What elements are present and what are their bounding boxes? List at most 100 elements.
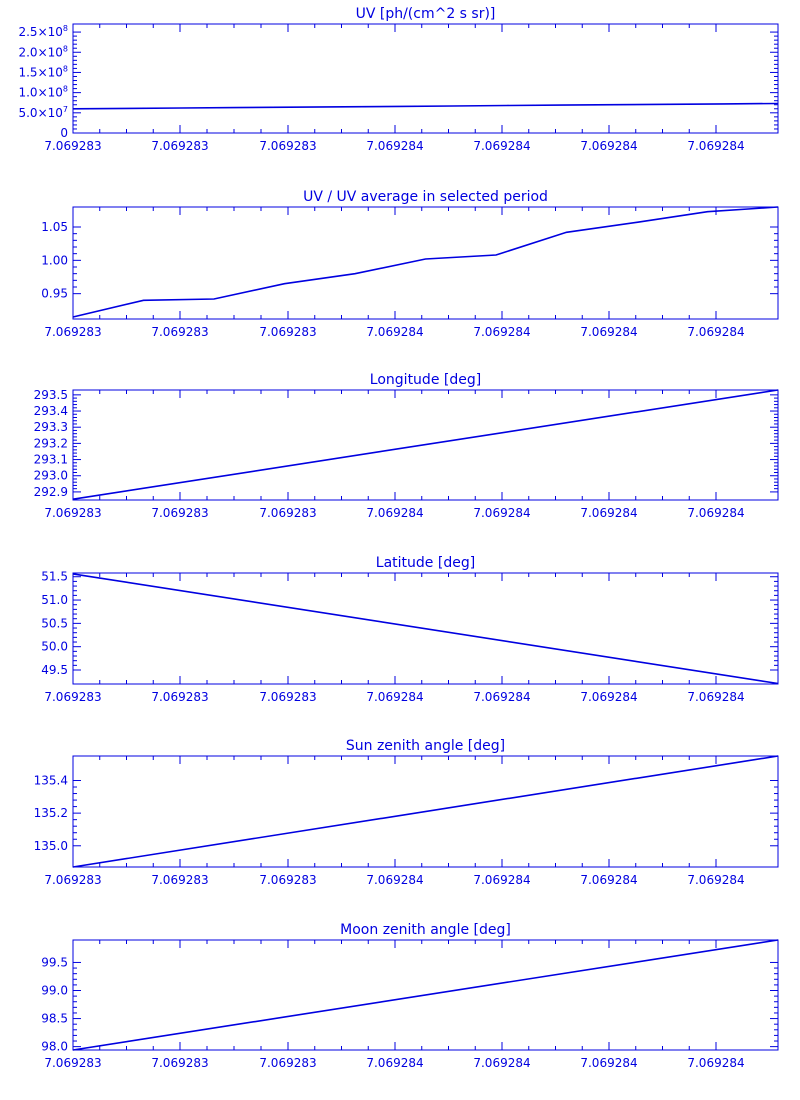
- x-tick-label: 7.069284: [366, 873, 423, 887]
- series-line: [72, 573, 779, 685]
- panel-title: Moon zenith angle [deg]: [340, 922, 511, 938]
- panel-2: UV / UV average in selected period 7.0692…: [41, 189, 779, 339]
- plot-frame: [72, 23, 779, 134]
- y-tick-base: 99.0: [41, 984, 68, 998]
- plot-frame: [72, 755, 779, 868]
- panel-6: Moon zenith angle [deg] 7.069283 7.069283 7…: [41, 922, 779, 1070]
- y-tick-label: 49.5: [41, 663, 68, 677]
- y-tick-base: 51.0: [41, 593, 68, 607]
- y-tick-label: 0.95: [41, 287, 68, 301]
- panel-title: Sun zenith angle [deg]: [346, 738, 505, 754]
- x-tick-label: 7.069284: [687, 1056, 744, 1070]
- y-tick-label: 293.5: [34, 388, 68, 402]
- y-tick-label: 5.0×107: [18, 105, 68, 120]
- series-line: [72, 102, 779, 110]
- plot-frame: [72, 206, 779, 320]
- y-tick-label: 135.0: [34, 839, 68, 853]
- y-tick-label: 293.2: [34, 436, 68, 450]
- y-tick-label: 135.4: [34, 773, 68, 787]
- x-tick-label: 7.069284: [473, 690, 530, 704]
- series-line: [72, 939, 779, 1051]
- x-tick-label: 7.069283: [259, 873, 316, 887]
- panel-title: Longitude [deg]: [370, 372, 481, 388]
- y-tick-label: 2.0×108: [18, 44, 68, 59]
- y-tick-base: 2.0×10: [18, 45, 62, 59]
- x-tick-label: 7.069283: [151, 139, 208, 153]
- y-tick-base: 293.5: [34, 388, 68, 402]
- series-line: [72, 206, 779, 318]
- plot-frame: [72, 939, 779, 1051]
- plot-frame: [72, 389, 779, 501]
- y-tick-base: 0.95: [41, 287, 68, 301]
- y-tick-base: 50.0: [41, 640, 68, 654]
- x-tick-label: 7.069284: [366, 506, 423, 520]
- x-tick-label: 7.069284: [366, 325, 423, 339]
- x-tick-label: 7.069283: [44, 139, 101, 153]
- panel-title: Latitude [deg]: [376, 555, 475, 571]
- y-tick-exponent: 8: [63, 64, 68, 73]
- x-tick-label: 7.069284: [366, 690, 423, 704]
- y-tick-base: 5.0×10: [18, 106, 62, 120]
- x-tick-label: 7.069283: [151, 1056, 208, 1070]
- y-tick-label: 1.00: [41, 253, 68, 267]
- y-tick-label: 99.5: [41, 955, 68, 969]
- y-tick-exponent: 8: [63, 85, 68, 94]
- y-tick-base: 1.05: [41, 220, 68, 234]
- y-tick-label: 2.5×108: [18, 24, 68, 39]
- x-tick-label: 7.069284: [687, 139, 744, 153]
- x-tick-label: 7.069283: [44, 873, 101, 887]
- x-tick-label: 7.069284: [580, 1056, 637, 1070]
- y-tick-label: 50.0: [41, 640, 68, 654]
- y-tick-base: 292.9: [34, 485, 68, 499]
- y-tick-base: 98.0: [41, 1040, 68, 1054]
- x-tick-label: 7.069283: [44, 690, 101, 704]
- x-tick-label: 7.069284: [473, 325, 530, 339]
- panel-5: Sun zenith angle [deg] 7.069283 7.069283 7.…: [34, 738, 779, 887]
- y-tick-exponent: 7: [63, 105, 68, 114]
- y-tick-base: 1.0×10: [18, 86, 62, 100]
- y-tick-label: 293.0: [34, 469, 68, 483]
- x-tick-label: 7.069284: [580, 325, 637, 339]
- y-tick-label: 1.0×108: [18, 85, 68, 100]
- x-tick-label: 7.069284: [580, 506, 637, 520]
- x-tick-label: 7.069284: [687, 325, 744, 339]
- y-tick-base: 1.5×10: [18, 65, 62, 79]
- y-tick-base: 293.0: [34, 469, 68, 483]
- y-tick-base: 293.2: [34, 436, 68, 450]
- y-tick-base: 135.0: [34, 839, 68, 853]
- x-tick-label: 7.069283: [44, 506, 101, 520]
- y-tick-label: 293.1: [34, 453, 68, 467]
- y-tick-label: 292.9: [34, 485, 68, 499]
- x-tick-label: 7.069284: [473, 1056, 530, 1070]
- x-tick-label: 7.069284: [366, 139, 423, 153]
- y-tick-base: 135.2: [34, 806, 68, 820]
- panel-4: Latitude [deg] 7.069283 7.069283 7.069283 7.…: [41, 555, 779, 704]
- y-tick-base: 51.5: [41, 570, 68, 584]
- x-tick-label: 7.069283: [151, 506, 208, 520]
- x-tick-label: 7.069283: [151, 873, 208, 887]
- x-tick-label: 7.069283: [259, 690, 316, 704]
- y-tick-base: 293.4: [34, 404, 68, 418]
- y-tick-exponent: 8: [63, 44, 68, 53]
- y-tick-label: 293.4: [34, 404, 68, 418]
- x-tick-label: 7.069284: [687, 690, 744, 704]
- y-tick-label: 50.5: [41, 616, 68, 630]
- y-tick-label: 0: [60, 126, 68, 140]
- x-tick-label: 7.069283: [151, 690, 208, 704]
- y-tick-label: 51.5: [41, 570, 68, 584]
- y-tick-base: 99.5: [41, 955, 68, 969]
- y-tick-label: 1.05: [41, 220, 68, 234]
- y-tick-base: 49.5: [41, 663, 68, 677]
- y-tick-base: 2.5×10: [18, 25, 62, 39]
- panel-3: Longitude [deg] 7.069283 7.069283 7.069283 7…: [34, 372, 779, 520]
- panel-title: UV [ph/(cm^2 s sr)]: [356, 6, 496, 22]
- x-tick-label: 7.069284: [366, 1056, 423, 1070]
- y-tick-label: 99.0: [41, 984, 68, 998]
- x-tick-label: 7.069283: [259, 325, 316, 339]
- panel-title: UV / UV average in selected period: [303, 189, 548, 205]
- x-tick-label: 7.069284: [473, 506, 530, 520]
- y-tick-exponent: 8: [63, 24, 68, 33]
- x-tick-label: 7.069283: [44, 325, 101, 339]
- x-tick-label: 7.069283: [259, 139, 316, 153]
